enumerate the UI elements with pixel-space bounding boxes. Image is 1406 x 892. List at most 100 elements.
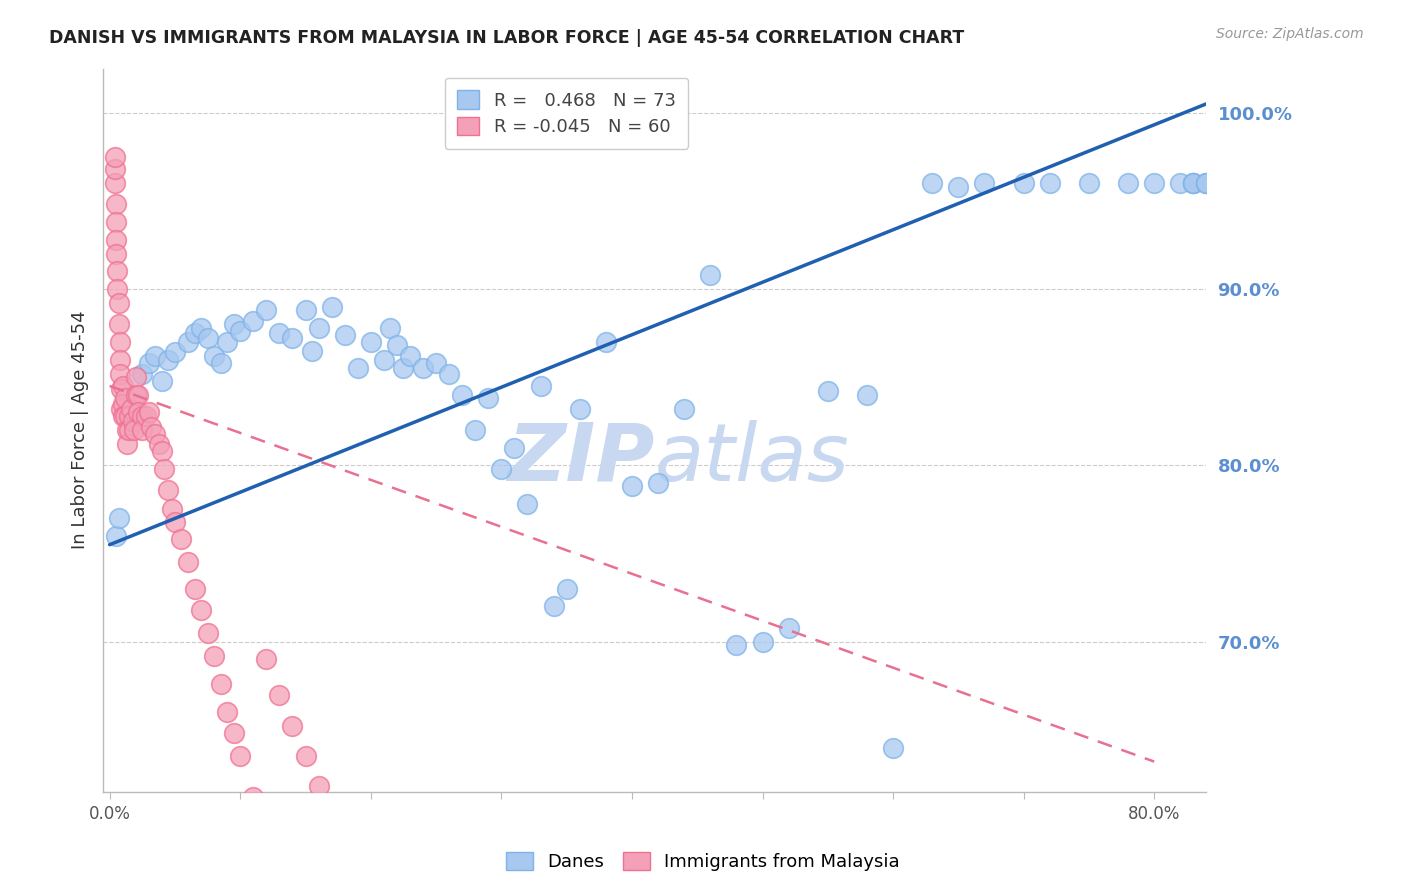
Point	[111, 409, 134, 423]
Point	[125, 388, 148, 402]
Point	[110, 401, 132, 416]
Point	[301, 343, 323, 358]
Point	[125, 370, 148, 384]
Point	[464, 423, 486, 437]
Point	[222, 317, 245, 331]
Point	[105, 197, 128, 211]
Point	[725, 638, 748, 652]
Point	[555, 582, 578, 596]
Point	[373, 352, 395, 367]
Point	[412, 361, 434, 376]
Point	[107, 511, 129, 525]
Point	[105, 215, 128, 229]
Point	[197, 625, 219, 640]
Point	[118, 409, 141, 423]
Point	[217, 334, 239, 349]
Point	[1012, 176, 1035, 190]
Point	[1182, 176, 1205, 190]
Point	[105, 529, 128, 543]
Point	[1039, 176, 1062, 190]
Point	[197, 331, 219, 345]
Point	[308, 320, 330, 334]
Point	[516, 497, 538, 511]
Point	[1195, 176, 1218, 190]
Point	[360, 334, 382, 349]
Point	[425, 356, 447, 370]
Point	[392, 361, 415, 376]
Point	[157, 352, 180, 367]
Point	[150, 444, 173, 458]
Point	[294, 303, 316, 318]
Point	[229, 749, 252, 764]
Point	[131, 423, 153, 437]
Point	[107, 282, 129, 296]
Point	[269, 688, 291, 702]
Point	[111, 396, 134, 410]
Point	[138, 405, 160, 419]
Point	[222, 726, 245, 740]
Point	[107, 264, 129, 278]
Point	[529, 379, 551, 393]
Point	[321, 300, 343, 314]
Point	[380, 320, 402, 334]
Y-axis label: In Labor Force | Age 45-54: In Labor Force | Age 45-54	[72, 310, 89, 549]
Point	[209, 677, 232, 691]
Point	[437, 367, 460, 381]
Point	[143, 349, 166, 363]
Legend: Danes, Immigrants from Malaysia: Danes, Immigrants from Malaysia	[499, 845, 907, 879]
Point	[242, 789, 264, 804]
Point	[477, 392, 499, 406]
Point	[1182, 176, 1205, 190]
Point	[817, 384, 839, 399]
Point	[620, 479, 643, 493]
Point	[399, 349, 422, 363]
Point	[856, 388, 879, 402]
Point	[108, 334, 131, 349]
Point	[127, 388, 149, 402]
Point	[107, 296, 129, 310]
Point	[190, 320, 212, 334]
Point	[115, 437, 138, 451]
Point	[177, 555, 200, 569]
Point	[105, 246, 128, 260]
Point	[385, 338, 408, 352]
Point	[778, 621, 800, 635]
Point	[308, 780, 330, 794]
Point	[114, 392, 136, 406]
Point	[120, 401, 142, 416]
Point	[108, 367, 131, 381]
Point	[491, 462, 513, 476]
Point	[242, 314, 264, 328]
Point	[595, 334, 617, 349]
Point	[143, 426, 166, 441]
Point	[921, 176, 943, 190]
Text: Source: ZipAtlas.com: Source: ZipAtlas.com	[1216, 27, 1364, 41]
Point	[150, 374, 173, 388]
Point	[124, 423, 146, 437]
Point	[157, 483, 180, 497]
Point	[699, 268, 721, 282]
Point	[104, 150, 127, 164]
Point	[148, 437, 170, 451]
Point	[135, 409, 157, 423]
Point	[543, 599, 565, 614]
Text: DANISH VS IMMIGRANTS FROM MALAYSIA IN LABOR FORCE | AGE 45-54 CORRELATION CHART: DANISH VS IMMIGRANTS FROM MALAYSIA IN LA…	[49, 29, 965, 46]
Text: atlas: atlas	[655, 420, 849, 498]
Point	[125, 388, 148, 402]
Point	[162, 502, 184, 516]
Point	[183, 582, 205, 596]
Point	[281, 331, 304, 345]
Point	[183, 326, 205, 340]
Point	[1116, 176, 1139, 190]
Point	[177, 334, 200, 349]
Point	[127, 405, 149, 419]
Point	[138, 356, 160, 370]
Point	[673, 401, 696, 416]
Point	[104, 176, 127, 190]
Point	[333, 327, 356, 342]
Point	[111, 379, 134, 393]
Point	[503, 441, 526, 455]
Point	[451, 388, 474, 402]
Point	[107, 317, 129, 331]
Point	[163, 515, 186, 529]
